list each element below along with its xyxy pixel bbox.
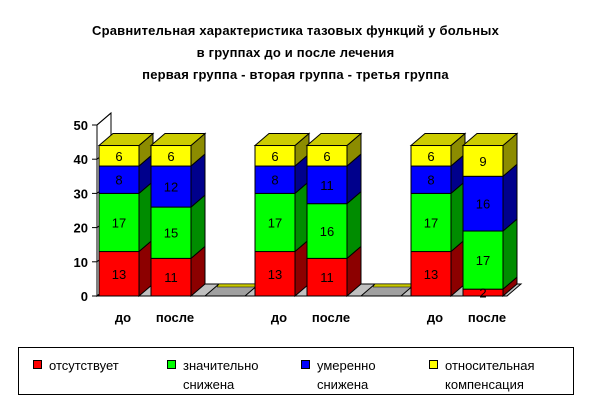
- data-label: 2: [479, 286, 486, 301]
- data-label: 12: [164, 180, 178, 195]
- x-tick-label: после: [312, 310, 350, 325]
- data-label: 16: [320, 224, 334, 239]
- bar-2-segment-2: [254, 165, 296, 194]
- bar-3-segment-3-top: [305, 133, 363, 147]
- x-tick-label: после: [468, 310, 506, 325]
- data-label: 6: [427, 149, 434, 164]
- data-label: 6: [323, 149, 330, 164]
- bar-4-segment-1: [410, 192, 452, 253]
- data-label: 6: [271, 149, 278, 164]
- data-label: 8: [115, 173, 122, 188]
- data-label: 17: [424, 215, 438, 230]
- x-tick-label: до: [271, 310, 287, 325]
- x-tick-label: до: [427, 310, 443, 325]
- data-label: 8: [427, 173, 434, 188]
- legend-label: умеренно снижена: [317, 358, 376, 392]
- data-label: 13: [268, 267, 282, 282]
- y-tick-label: 10: [74, 255, 88, 270]
- bar-5-segment-1: [462, 230, 504, 290]
- y-tick-label: 0: [81, 289, 88, 304]
- data-label: 6: [115, 149, 122, 164]
- bars: [97, 132, 519, 298]
- data-label: 17: [476, 253, 490, 268]
- bar-3-segment-1: [306, 203, 348, 259]
- y-tick-label: 30: [74, 186, 88, 201]
- floor-gap-top: [372, 283, 416, 288]
- legend-label: относительная компенсация: [445, 358, 535, 392]
- bar-0-segment-3-top: [97, 133, 155, 147]
- bar-4-segment-0: [410, 251, 452, 297]
- bar-4-segment-3-top: [409, 133, 467, 147]
- data-label: 9: [479, 154, 486, 169]
- data-label: 17: [268, 215, 282, 230]
- legend-label: значительно снижена: [183, 358, 259, 392]
- data-label: 6: [167, 149, 174, 164]
- bar-5-segment-3-top: [461, 133, 519, 147]
- bar-1-segment-3-top: [149, 133, 207, 147]
- y-tick-label: 50: [74, 118, 88, 133]
- x-tick-label: после: [156, 310, 194, 325]
- bar-5-segment-2: [462, 175, 504, 232]
- chart-title-line-3: первая группа - вторая группа - третья г…: [142, 67, 449, 82]
- legend-swatch-blue: [301, 360, 310, 369]
- data-label: 13: [424, 267, 438, 282]
- data-label: 11: [320, 178, 334, 193]
- data-label: 11: [164, 270, 178, 285]
- y-tick-label: 40: [74, 152, 88, 167]
- data-label: 11: [320, 270, 334, 285]
- data-label: 13: [112, 267, 126, 282]
- bar-3-segment-2: [306, 165, 348, 205]
- bar-2-segment-3-top: [253, 133, 311, 147]
- y-tick-label: 20: [74, 221, 88, 236]
- legend-swatch-green: [167, 360, 176, 369]
- bar-0-segment-1: [98, 192, 140, 253]
- data-label: 17: [112, 215, 126, 230]
- bar-0-segment-0: [98, 251, 140, 297]
- bar-0-segment-2: [98, 165, 140, 194]
- chart-title-line-2: в группах до и после лечения: [196, 45, 395, 60]
- legend: отсутствует значительно снижена умеренно с…: [18, 347, 574, 395]
- legend-label: отсутствует: [49, 358, 119, 373]
- floor-gap-top: [216, 283, 260, 288]
- bar-3-segment-0: [306, 257, 348, 297]
- bar-2-segment-1: [254, 192, 296, 253]
- x-tick-label: до: [115, 310, 131, 325]
- data-label: 8: [271, 173, 278, 188]
- legend-swatch-yellow: [429, 360, 438, 369]
- labels: 0 10 20 30 40 50 13 17 8 6 до 11 15 12 6 после 13 17 8 6 до 1…: [74, 118, 507, 325]
- y-gridline-side: [96, 112, 112, 126]
- data-label: 15: [164, 226, 178, 241]
- legend-swatch-red: [33, 360, 42, 369]
- data-label: 16: [476, 197, 490, 212]
- chart-title-line-1: Сравнительная характеристика тазовых фун…: [92, 23, 499, 38]
